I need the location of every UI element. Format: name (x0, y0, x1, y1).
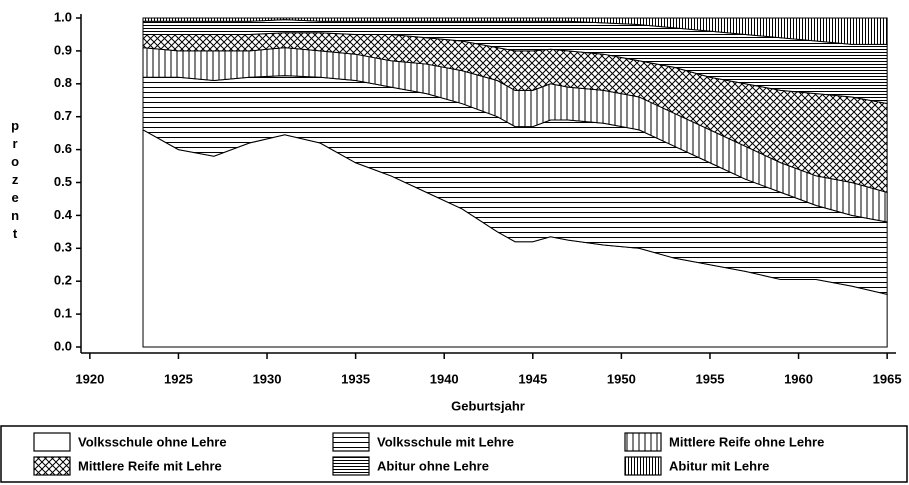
x-tick-label: 1930 (253, 371, 282, 386)
y-tick-label: 0.4 (54, 207, 73, 222)
legend-box (0, 425, 908, 483)
y-tick-label: 0.6 (54, 141, 72, 156)
x-tick-label: 1955 (696, 371, 725, 386)
x-tick-label: 1950 (607, 371, 636, 386)
legend-swatch (624, 456, 662, 476)
legend-label: Abitur ohne Lehre (377, 458, 489, 473)
legend-label: Mittlere Reife ohne Lehre (669, 434, 824, 449)
y-tick-label: 0.0 (54, 338, 72, 353)
legend-swatch (624, 432, 662, 452)
y-tick-label: 0.1 (54, 306, 72, 321)
x-axis-label: Geburtsjahr (451, 398, 525, 413)
legend-swatch (332, 456, 370, 476)
legend-swatch (332, 432, 370, 452)
y-tick-label: 1.0 (54, 9, 72, 24)
y-tick-label: 0.5 (54, 174, 72, 189)
legend-swatch (33, 432, 71, 452)
y-tick-label: 0.2 (54, 273, 72, 288)
y-tick-label: 0.3 (54, 240, 72, 255)
x-tick-label: 1940 (430, 371, 459, 386)
y-tick-label: 0.8 (54, 75, 72, 90)
x-tick-label: 1935 (341, 371, 370, 386)
y-axis-label: prozent (8, 118, 23, 244)
x-tick-label: 1925 (164, 371, 193, 386)
x-tick-label: 1945 (518, 371, 547, 386)
legend-label: Volksschule ohne Lehre (78, 434, 227, 449)
y-tick-label: 0.9 (54, 42, 72, 57)
legend-label: Abitur mit Lehre (669, 458, 769, 473)
area (142, 17, 888, 45)
legend-label: Volksschule mit Lehre (377, 434, 514, 449)
x-tick-label: 1920 (75, 371, 104, 386)
legend-swatch (33, 456, 71, 476)
x-tick-label: 1965 (873, 371, 902, 386)
x-tick-label: 1960 (784, 371, 813, 386)
legend-label: Mittlere Reife mit Lehre (78, 458, 222, 473)
y-tick-label: 0.7 (54, 108, 72, 123)
